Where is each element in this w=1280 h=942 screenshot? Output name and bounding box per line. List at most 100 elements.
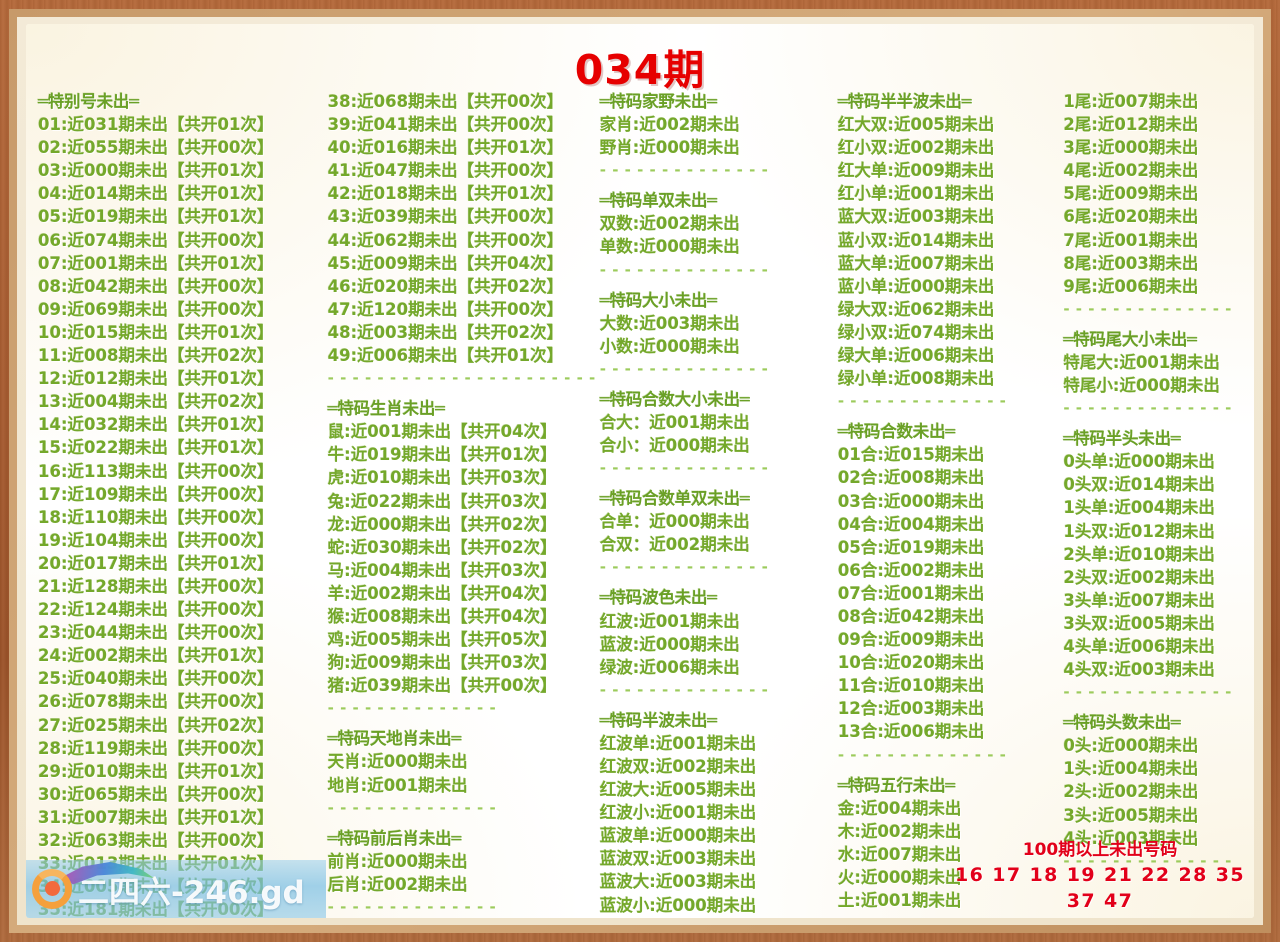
stat-line: 3尾:近000期未出 [1063, 138, 1199, 158]
stat-line: 蓝波小:近000期未出 [599, 895, 757, 915]
stat-line: 1尾:近007期未出 [1063, 92, 1199, 111]
stat-line: 04:近014期未出【共开01次】 [38, 184, 274, 204]
section-divider: - - - - - - - - - - - - - - [1063, 399, 1232, 418]
stat-line: 4尾:近002期未出 [1063, 161, 1199, 181]
section-divider: - - - - - - - - - - - - - - [327, 699, 497, 718]
stat-line: 兔:近022期未出【共开03次】 [327, 491, 557, 511]
stat-line: 后肖:近002期未出 [327, 874, 468, 894]
stat-line: 虎:近010期未出【共开03次】 [327, 468, 557, 488]
section-divider: - - - - - - - - - - - - - - [327, 798, 497, 817]
section-spacer [328, 820, 600, 827]
stat-line: 蓝大单:近007期未出 [837, 253, 995, 273]
stat-line: 红波大:近005期未出 [599, 780, 757, 800]
stat-line: 39:近041期未出【共开00次】 [327, 115, 564, 135]
stat-line: 06合:近002期未出 [837, 560, 985, 580]
section-divider: - - - - - - - - - - - - - - - - - - - - … [327, 369, 596, 388]
stat-line: 红小双:近002期未出 [837, 138, 995, 158]
stat-line: 1头双:近012期未出 [1063, 521, 1215, 541]
stat-line: 红小单:近001期未出 [837, 184, 995, 204]
stat-line: 14:近032期未出【共开01次】 [38, 415, 274, 435]
stat-line: 特尾大:近001期未出 [1063, 352, 1220, 372]
stat-line: 06:近074期未出【共开00次】 [38, 230, 274, 250]
stat-line: 38:近068期未出【共开00次】 [327, 92, 564, 111]
stat-line: 牛:近019期未出【共开01次】 [327, 445, 557, 465]
section-heading: ═特码半头未出═ [1063, 429, 1181, 449]
stat-line: 蓝波单:近000期未出 [599, 826, 757, 846]
stat-line: 天肖:近000期未出 [327, 752, 468, 772]
stat-line: 家肖:近002期未出 [599, 115, 740, 135]
stat-line: 32:近063期未出【共开00次】 [38, 831, 274, 850]
section-spacer [838, 413, 1063, 420]
section-heading: ═特码头数未出═ [1063, 713, 1181, 733]
stat-line: 46:近020期未出【共开02次】 [327, 276, 564, 296]
stat-line: 木:近002期未出 [837, 821, 962, 841]
section-divider: - - - - - - - - - - - - - - [837, 392, 1007, 411]
stat-line: 红波小:近001期未出 [599, 803, 757, 823]
stat-line: 4头:近003期未出 [1063, 828, 1199, 848]
stat-line: 01合:近015期未出 [837, 445, 985, 465]
stat-line: 马:近004期未出【共开03次】 [327, 560, 557, 580]
stat-line: 19:近104期未出【共开00次】 [38, 530, 274, 550]
stat-line: 28:近119期未出【共开00次】 [38, 738, 274, 758]
stat-line: 0头单:近000期未出 [1063, 452, 1215, 472]
section-heading: ═特码半波未出═ [599, 710, 718, 730]
stat-line: 狗:近009期未出【共开03次】 [327, 653, 557, 673]
section-divider: - - - - - - - - - - - - - - [838, 912, 1063, 918]
column-special-numbers: ═特别号未出═ 01:近031期未出【共开01次】 02:近055期未出【共开00次… [38, 90, 328, 918]
section-divider: - - - - - - - - - - - - - - [599, 161, 769, 180]
stat-line: 蓝波:近000期未出 [599, 634, 740, 654]
stat-line: 1头单:近004期未出 [1063, 498, 1215, 518]
stat-line: 12:近012期未出【共开01次】 [38, 369, 274, 389]
stat-line: 49:近006期未出【共开01次】 [327, 346, 564, 366]
stat-line: 25:近040期未出【共开00次】 [38, 669, 274, 689]
stat-line: 11:近008期未出【共开02次】 [38, 346, 274, 366]
section-divider: - - - - - - - - - - - - - - [1063, 683, 1232, 702]
stat-line: 02合:近008期未出 [837, 468, 985, 488]
section-spacer [1063, 321, 1248, 328]
section-heading: ═特码天地肖未出═ [327, 729, 462, 749]
stat-line: 猴:近008期未出【共开04次】 [327, 606, 557, 626]
section-divider: - - - - - - - - - - - - - - [599, 359, 769, 378]
stat-line: 绿小单:近008期未出 [837, 369, 995, 389]
stat-line: 03合:近000期未出 [837, 491, 985, 511]
stat-line: 8尾:近003期未出 [1063, 253, 1199, 273]
stat-line: 蓝小单:近000期未出 [837, 276, 995, 296]
stat-line: 08:近042期未出【共开00次】 [38, 276, 274, 296]
stat-line: 4头双:近003期未出 [1063, 660, 1215, 680]
stat-line: 绿波:近006期未出 [599, 657, 740, 677]
stat-line: 12合:近003期未出 [837, 699, 985, 719]
stat-line: 07合:近001期未出 [837, 583, 985, 603]
stat-line: 23:近044期未出【共开00次】 [38, 623, 274, 643]
stat-line: 绿大单:近006期未出 [837, 346, 995, 366]
section-heading: ═特码合数未出═ [837, 422, 956, 442]
stat-line: 27:近025期未出【共开02次】 [38, 715, 274, 735]
stat-line: 3头单:近007期未出 [1063, 590, 1215, 610]
stat-line: 蓝波大:近003期未出 [599, 872, 757, 892]
stat-line: 40:近016期未出【共开01次】 [327, 138, 564, 158]
stat-line: 09合:近009期未出 [837, 630, 985, 650]
section-divider: - - - - - - - - - - - - - - [599, 260, 769, 279]
stat-line: 13:近004期未出【共开02次】 [38, 392, 274, 412]
stat-line: 火:近000期未出 [837, 867, 962, 887]
column-attributes: ═特码家野未出═ 家肖:近002期未出 野肖:近000期未出 - - - - - - … [599, 90, 838, 915]
stat-line: 蓝小双:近014期未出 [837, 230, 995, 250]
stat-line: 龙:近000期未出【共开02次】 [327, 514, 557, 534]
section-heading: ═特码合数大小未出═ [599, 389, 750, 409]
stat-line: 22:近124期未出【共开00次】 [38, 600, 274, 620]
stat-line: 20:近017期未出【共开01次】 [38, 553, 274, 573]
section-spacer [600, 381, 838, 388]
column-half-wave: ═特码半半波未出═ 红大双:近005期未出 红小双:近002期未出 红大单:近009期… [837, 90, 1063, 918]
stat-line: 42:近018期未出【共开01次】 [327, 184, 564, 204]
stat-line: 1头:近004期未出 [1063, 759, 1199, 779]
stat-line: 猪:近039期未出【共开00次】 [327, 676, 557, 696]
stat-line: 地肖:近001期未出 [327, 775, 468, 795]
stat-line: 11合:近010期未出 [837, 676, 985, 696]
stat-line: 05:近019期未出【共开01次】 [38, 207, 274, 227]
stat-line: 蓝波双:近003期未出 [599, 849, 757, 869]
section-heading: ═特码合数单双未出═ [599, 489, 750, 509]
stat-line: 6尾:近020期未出 [1063, 207, 1199, 227]
stat-line: 48:近003期未出【共开02次】 [327, 322, 564, 342]
stat-line: 双数:近002期未出 [599, 214, 740, 234]
stat-line: 合双：近002期未出 [599, 535, 750, 555]
stat-line: 红波双:近002期未出 [599, 756, 757, 776]
